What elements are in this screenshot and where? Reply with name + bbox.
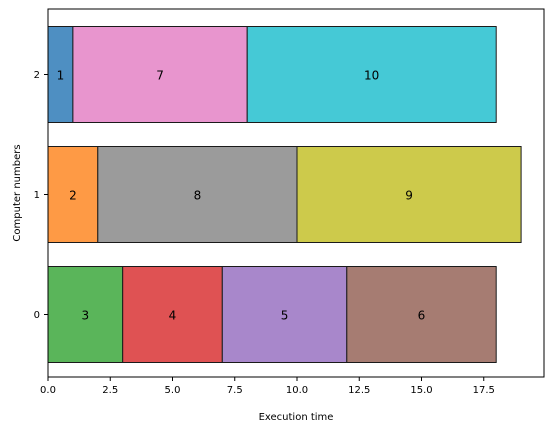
task-bar-10 [246,26,497,123]
x-tick-label: 2.5 [102,385,118,396]
task-label-4: 4 [169,309,177,323]
task-label-7: 7 [156,69,164,83]
y-tick-label: 2 [34,70,40,81]
y-axis-label: Computer numbers [12,144,23,241]
x-axis-ticks: 0.0 2.5 5.0 7.5 10.0 12.5 15.0 17.5 [40,377,495,396]
y-axis-ticks: 0 1 2 [34,70,48,321]
task-bar-7 [72,26,248,123]
plot-frame [47,8,545,378]
task-bar-6 [346,266,497,363]
x-tick-label: 17.5 [473,385,495,396]
task-label-3: 3 [82,309,90,323]
task-label-2: 2 [69,189,77,203]
task-label-6: 6 [418,309,426,323]
x-tick-label: 12.5 [348,385,370,396]
task-bar-5 [221,266,348,363]
x-tick-label: 5.0 [165,385,181,396]
bars-layer: 3 4 5 6 2 8 9 1 7 10 [47,26,522,363]
task-label-5: 5 [281,309,289,323]
task-bar-2 [47,146,99,243]
x-tick-label: 10.0 [286,385,308,396]
y-tick-label: 1 [34,190,40,201]
task-label-1: 1 [57,69,65,83]
task-label-10: 10 [364,69,379,83]
task-label-8: 8 [194,189,202,203]
y-tick-label: 0 [34,310,40,321]
task-label-9: 9 [405,189,413,203]
task-bar-9 [296,146,522,243]
task-bar-8 [97,146,298,243]
task-bar-3 [47,266,124,363]
task-bar-4 [122,266,223,363]
x-axis-label: Execution time [259,412,334,423]
x-tick-label: 15.0 [410,385,432,396]
x-tick-label: 0.0 [40,385,56,396]
x-tick-label: 7.5 [227,385,243,396]
